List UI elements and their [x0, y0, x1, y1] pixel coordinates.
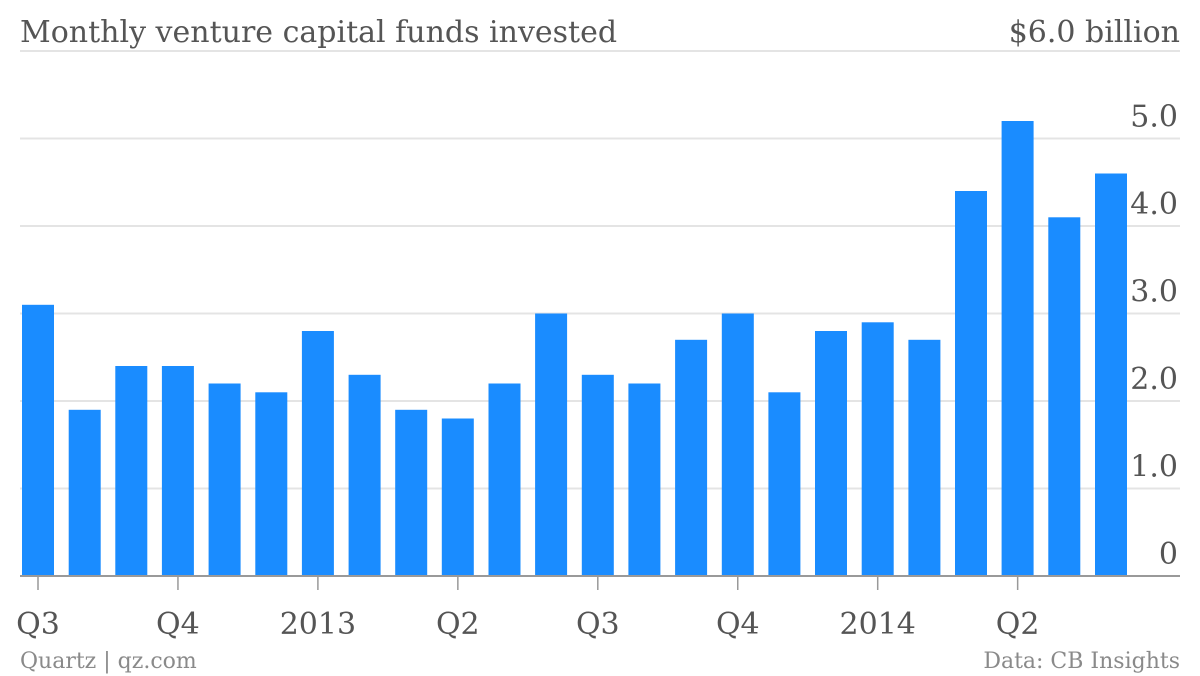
bar — [1048, 217, 1081, 577]
bar — [721, 313, 754, 576]
bar — [1001, 121, 1034, 576]
y-tick-label: 5.0 — [1130, 100, 1178, 135]
bar — [348, 374, 381, 577]
y-axis-ticks: 0 1.0 2.0 3.0 4.0 5.0 — [1130, 100, 1178, 573]
y-tick-label: 3.0 — [1130, 275, 1178, 310]
y-tick-label: 0 — [1159, 537, 1178, 572]
bar — [675, 339, 708, 577]
x-tick-label: Q2 — [996, 607, 1040, 642]
x-tick-label: Q4 — [156, 607, 200, 642]
bar — [395, 409, 428, 577]
bar — [955, 191, 987, 576]
bar — [768, 392, 801, 577]
y-tick-label: 4.0 — [1130, 187, 1178, 222]
footer-source-left: Quartz | qz.com — [20, 649, 197, 674]
bar — [488, 383, 521, 576]
bar — [535, 313, 568, 576]
bar — [815, 331, 847, 576]
bar — [441, 418, 474, 576]
bar — [908, 339, 941, 577]
bar — [255, 392, 288, 577]
bar — [301, 331, 334, 576]
x-tick-label: Q2 — [436, 607, 480, 642]
bar — [68, 409, 101, 577]
x-tick-label: Q3 — [576, 607, 620, 642]
bar — [1095, 173, 1127, 576]
bar — [628, 383, 661, 576]
y-tick-label: 1.0 — [1130, 450, 1178, 485]
x-axis-ticks: Q3 Q4 2013 Q2 Q3 Q4 2014 Q2 — [16, 576, 1039, 642]
footer-source-right: Data: CB Insights — [983, 649, 1180, 674]
bar — [581, 374, 614, 577]
x-tick-label: Q3 — [16, 607, 60, 642]
bar — [861, 322, 894, 577]
y-tick-label: 2.0 — [1130, 362, 1178, 397]
chart-title: Monthly venture capital funds invested — [20, 15, 617, 50]
bar — [115, 366, 148, 576]
top-unit-label: $6.0 billion — [1009, 15, 1180, 50]
bars — [22, 121, 1127, 577]
x-tick-label: Q4 — [716, 607, 760, 642]
bar — [161, 366, 194, 576]
x-tick-label: 2014 — [840, 607, 916, 642]
x-tick-label: 2013 — [280, 607, 356, 642]
bar — [22, 304, 54, 577]
bar — [208, 383, 241, 576]
